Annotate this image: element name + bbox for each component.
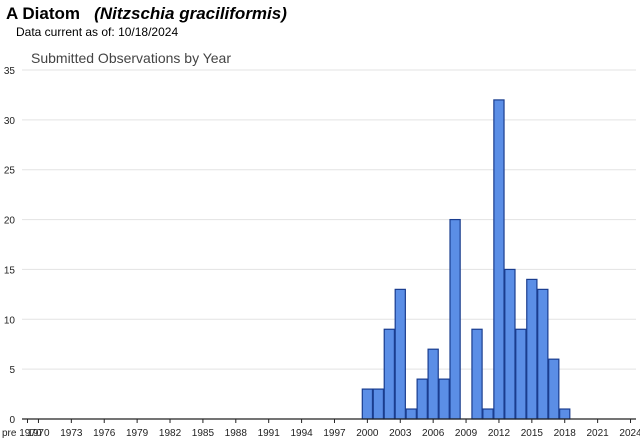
x-tick-label: 1988	[225, 428, 248, 439]
x-tick-label: 1982	[159, 428, 182, 439]
common-name: A Diatom	[6, 4, 80, 23]
scientific-name: (Nitzschia graciliformis)	[94, 4, 287, 23]
x-tick-label: 2000	[356, 428, 379, 439]
bar-2012	[493, 99, 505, 420]
x-tick-label: 2006	[422, 428, 445, 439]
bar-2003	[394, 288, 406, 420]
x-tick-label: 2012	[488, 428, 511, 439]
x-tick-label: 1970	[27, 428, 50, 439]
bar-2001	[372, 388, 385, 420]
x-tick-label: 1991	[258, 428, 281, 439]
bar-2017	[548, 358, 560, 420]
x-tick-label: 2009	[455, 428, 478, 439]
x-tick-label: pre 1970	[2, 428, 42, 439]
x-tick-label: 1994	[290, 428, 313, 439]
bar-2018	[559, 408, 571, 420]
y-tick-label: 10	[4, 315, 16, 326]
data-current-date: 10/18/2024	[118, 25, 179, 39]
y-tick-label: 30	[4, 116, 16, 127]
bar-2008	[449, 218, 461, 420]
y-tick-label: 25	[4, 166, 16, 177]
data-current-label: Data current as of:	[16, 25, 115, 39]
bar-2007	[438, 378, 450, 420]
x-tick-label: 2018	[554, 428, 577, 439]
bar-2015	[526, 278, 538, 420]
y-tick-label: 0	[9, 415, 15, 426]
x-tick-label: 2021	[587, 428, 610, 439]
bar-2004	[405, 408, 417, 420]
data-current-note: Data current as of: 10/18/2024	[16, 25, 178, 39]
y-tick-label: 5	[9, 365, 15, 376]
bar-2000	[361, 388, 374, 420]
x-tick-label: 2003	[389, 428, 412, 439]
bar-2005	[416, 378, 428, 420]
gridlines	[22, 69, 636, 370]
x-tick-label: 1979	[126, 428, 149, 439]
y-axis-ticks: 0 5 10 15 20 25 30 35	[4, 66, 16, 426]
bar-2013	[504, 268, 516, 420]
y-tick-label: 35	[4, 66, 16, 77]
bars	[361, 99, 571, 420]
x-tick-label: 1985	[192, 428, 215, 439]
x-tick-label: 2024	[619, 428, 640, 439]
x-tick-label: 1976	[93, 428, 116, 439]
y-tick-label: 20	[4, 216, 16, 227]
bar-2006	[427, 348, 439, 420]
bar-2014	[515, 328, 527, 420]
species-title: A Diatom (Nitzschia graciliformis)	[6, 4, 287, 24]
bar-2010	[471, 328, 483, 420]
x-tick-label: 1997	[323, 428, 346, 439]
bar-2016	[537, 288, 549, 420]
bar-2011	[482, 408, 494, 420]
y-tick-label: 15	[4, 265, 16, 276]
chart-title: Submitted Observations by Year	[31, 50, 231, 66]
bar-2002	[383, 328, 395, 420]
x-tick-label: 1973	[60, 428, 83, 439]
x-tick-label: 2015	[521, 428, 544, 439]
